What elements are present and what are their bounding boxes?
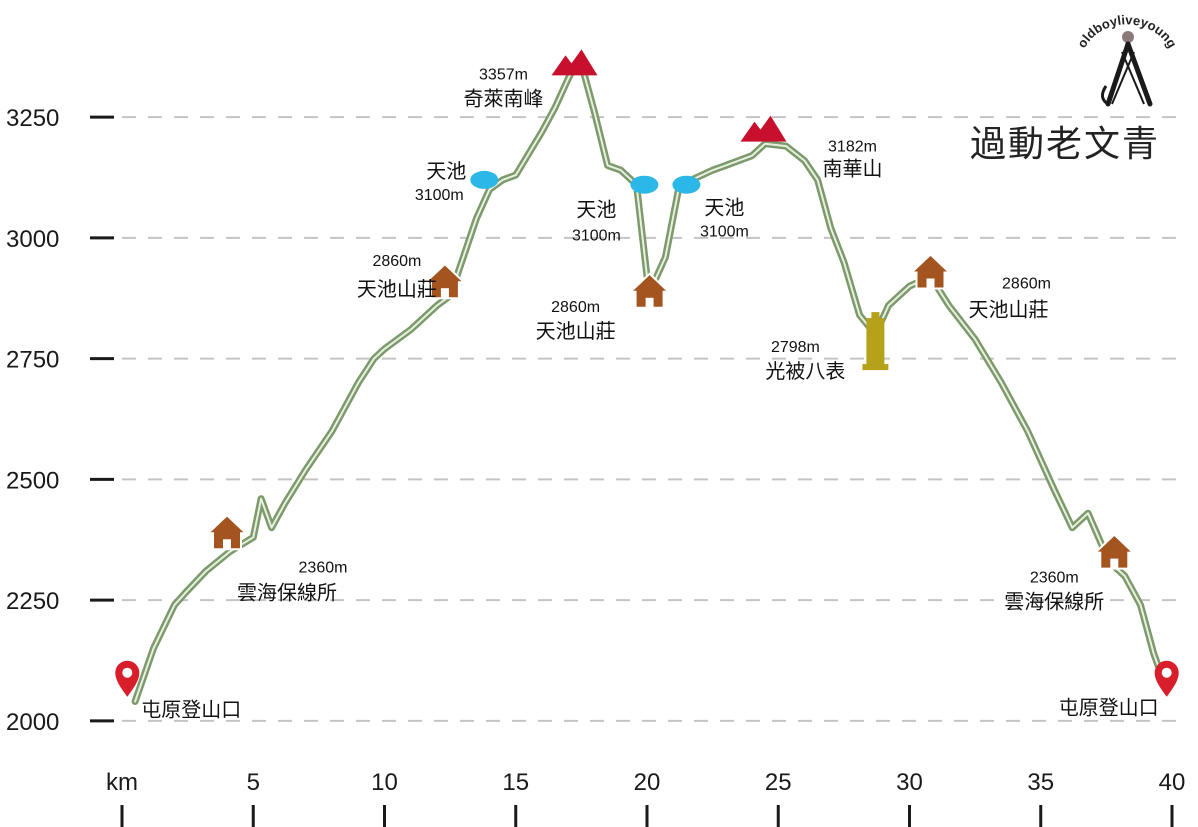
grid-lines <box>122 116 1180 722</box>
landmark-elevation: 3182m <box>828 139 877 156</box>
monument-icon <box>862 312 889 371</box>
brand-title: 過動老文青 <box>970 124 1160 165</box>
cabin-icon <box>628 272 672 309</box>
landmark-elevation: 2860m <box>372 253 421 270</box>
landmark-labels: 屯原登山口 雲海保線所 2360m 天池山莊 2860m 天池 3100m 奇萊南峰 3357m… <box>141 66 1158 721</box>
landmark-name: 屯原登山口 <box>1059 696 1159 720</box>
pin-icon <box>115 660 140 697</box>
lake-icon <box>630 175 659 194</box>
lake-shape <box>470 170 499 189</box>
landmark-name: 天池山莊 <box>969 298 1049 322</box>
landmark-elevation: 2360m <box>1030 570 1079 587</box>
landmark-elevation: 2860m <box>1002 276 1051 293</box>
landmark-name: 天池山莊 <box>357 277 437 301</box>
y-tick-label: 2500 <box>6 467 59 494</box>
x-tick-label: 40 <box>1159 769 1186 796</box>
cabin-icon <box>1092 533 1136 570</box>
brand-logo: oldboyliveyoung 過動老文青 <box>970 12 1180 165</box>
landmark-name: 雲海保線所 <box>237 580 337 604</box>
lake-icon <box>470 170 499 189</box>
landmark-name: 天池 <box>426 159 466 183</box>
cabin-icon <box>205 513 249 551</box>
profile-line-highlight <box>134 63 1166 703</box>
lake-shape <box>630 175 659 194</box>
cabin-shape <box>205 513 249 551</box>
landmark-elevation: 3100m <box>415 187 464 204</box>
pin-hole <box>1161 667 1172 678</box>
x-tick-label: 35 <box>1027 769 1054 796</box>
lake-shape <box>672 175 701 194</box>
x-tick-label: km <box>106 769 138 796</box>
landmark-name: 天池 <box>576 198 616 222</box>
landmark-name: 天池 <box>704 196 744 220</box>
axes: 2000 2250 2500 2750 3000 3250 km 5 10 15 20 25 30 35 4… <box>6 105 1185 827</box>
landmark-name: 奇萊南峰 <box>464 86 544 110</box>
landmark-elevation: 3100m <box>700 224 749 241</box>
landmark-name: 天池山莊 <box>536 319 616 343</box>
landmark-elevation: 3357m <box>479 66 528 83</box>
x-tick-label: 15 <box>502 769 529 796</box>
peak-icon <box>551 49 598 76</box>
y-tick-label: 2250 <box>6 588 59 615</box>
landmark-elevation: 2798m <box>771 339 820 356</box>
y-tick-label: 3250 <box>6 105 59 132</box>
peak-shape <box>740 115 787 142</box>
lake-icon <box>672 175 701 194</box>
cabin-shape <box>628 272 672 309</box>
pin-hole <box>122 667 133 678</box>
cabin-icon <box>908 253 953 290</box>
landmark-name: 雲海保線所 <box>1004 590 1104 614</box>
landmark-markers <box>115 49 1179 697</box>
pin-shape <box>115 660 140 697</box>
x-tick-label: 10 <box>371 769 398 796</box>
landmark-name: 屯原登山口 <box>141 698 241 722</box>
person-icon <box>1101 31 1153 107</box>
x-tick-label: 25 <box>765 769 792 796</box>
cabin-door <box>926 278 935 289</box>
landmark-elevation: 2360m <box>299 559 348 576</box>
cabin-icon <box>423 262 467 300</box>
peak-icon <box>740 115 787 142</box>
landmark-name: 南華山 <box>823 157 883 181</box>
x-tick-label: 5 <box>247 769 260 796</box>
monument-shape <box>866 318 885 369</box>
y-tick-label: 2750 <box>6 347 59 374</box>
landmark-name: 光被八表 <box>765 359 845 383</box>
cabin-door <box>223 539 231 550</box>
cabin-door <box>645 297 654 308</box>
monument-top <box>871 312 880 321</box>
landmark-elevation: 3100m <box>572 228 621 245</box>
pin-shape <box>1154 660 1179 697</box>
y-tick-label: 3000 <box>6 226 59 253</box>
monument-base <box>862 364 889 371</box>
landmark-elevation: 2860m <box>551 299 600 316</box>
cabin-shape <box>1092 533 1136 570</box>
pin-icon <box>1154 660 1179 697</box>
profile-line-group <box>131 60 1168 705</box>
y-tick-label: 2000 <box>6 709 59 736</box>
cabin-door <box>440 288 449 299</box>
peak-shape <box>551 49 598 76</box>
x-tick-label: 30 <box>896 769 923 796</box>
cabin-shape <box>423 262 467 300</box>
x-tick-label: 20 <box>634 769 661 796</box>
cabin-shape <box>908 253 953 290</box>
cabin-door <box>1110 558 1119 569</box>
